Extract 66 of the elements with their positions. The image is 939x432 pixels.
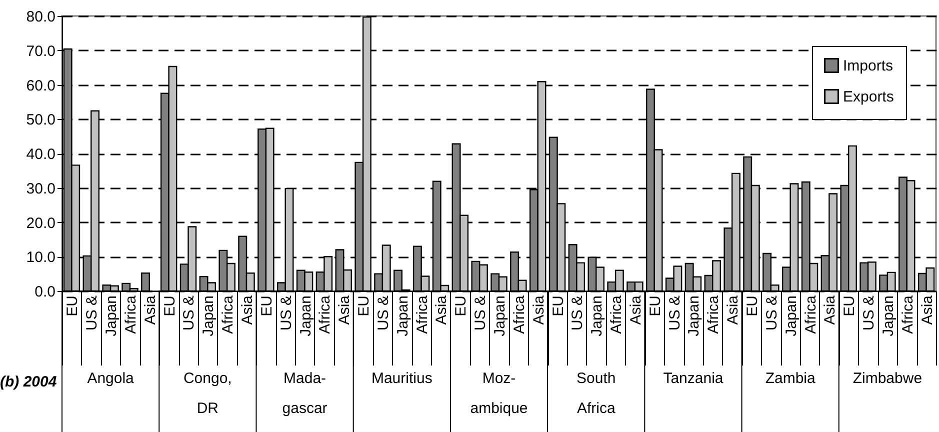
x-tick-label: Africa: [316, 294, 334, 334]
x-tick-label: EU: [841, 296, 858, 316]
x-tick-label: Africa: [122, 294, 140, 334]
x-tick-label: Asia: [530, 294, 548, 325]
x-tick-label: Japan: [103, 296, 120, 336]
x-tick-label: EU: [161, 296, 178, 316]
x-tick-label: US &: [763, 296, 780, 331]
x-tick-label: Asia: [433, 294, 450, 325]
x-tick-label: US &: [180, 296, 198, 331]
x-tick-label: US &: [472, 296, 490, 331]
text: South Africa: [576, 370, 616, 417]
x-tick-label: Africa: [899, 294, 916, 334]
y-tick-label: 50.0: [26, 112, 56, 129]
x-tick-label: US &: [860, 296, 878, 331]
x-tick-label: EU: [356, 296, 373, 316]
legend-label: Imports: [843, 58, 894, 74]
x-tick-label: Asia: [724, 294, 742, 325]
text: Moz- ambique: [470, 370, 528, 417]
text: Tanzania: [663, 370, 724, 387]
x-tick-label: Africa: [414, 294, 431, 334]
x-tick-label: Japan: [588, 296, 606, 336]
x-tick-label: US &: [278, 296, 295, 331]
x-tick-label: EU: [744, 296, 761, 316]
x-tick-label: Japan: [297, 296, 314, 336]
y-tick-label: 20.0: [26, 214, 56, 232]
x-tick-label: US &: [374, 296, 392, 331]
x-tick-label: Africa: [705, 294, 722, 334]
text: Mauritius: [371, 370, 432, 387]
text: Zambia: [765, 370, 816, 387]
x-tick-label: Japan: [492, 296, 508, 336]
x-tick-label: EU: [550, 296, 567, 316]
x-tick-label: Asia: [336, 294, 354, 325]
text: (b) 2004: [0, 374, 58, 390]
x-tick-label: Japan: [782, 296, 800, 336]
text: Angola: [87, 370, 135, 387]
y-tick-label: 10.0: [26, 249, 56, 266]
x-tick-label: Asia: [627, 294, 644, 325]
text: Mada- gascar: [282, 370, 328, 417]
x-tick-label: EU: [64, 296, 82, 316]
y-tick-label: 0.0: [34, 284, 56, 300]
x-tick-label: US &: [569, 296, 586, 331]
y-tick-label: 30.0: [26, 180, 56, 198]
y-tick-label: 70.0: [26, 42, 56, 60]
text: Zimbabwe: [852, 370, 922, 387]
x-tick-label: Japan: [200, 296, 218, 336]
x-tick-label: EU: [646, 296, 664, 316]
x-tick-label: Asia: [918, 294, 936, 325]
y-tick-label: 80.0: [26, 8, 56, 26]
x-tick-label: US &: [84, 296, 101, 331]
x-tick-label: Africa: [510, 294, 528, 334]
legend-label: Exports: [843, 88, 894, 106]
x-tick-label: Africa: [220, 294, 237, 334]
x-tick-label: Japan: [880, 296, 897, 336]
x-tick-label: Japan: [394, 296, 412, 336]
x-tick-label: Africa: [608, 294, 626, 334]
text: Congo, DR: [183, 370, 232, 417]
x-tick-label: US &: [666, 296, 684, 331]
y-tick-label: 40.0: [26, 146, 56, 163]
x-tick-label: EU: [452, 296, 470, 316]
x-tick-label: Africa: [802, 294, 820, 334]
x-tick-label: Asia: [822, 294, 839, 325]
x-tick-label: EU: [258, 296, 276, 316]
x-tick-label: Asia: [142, 294, 159, 325]
x-tick-label: Japan: [686, 296, 703, 336]
x-tick-label: Asia: [239, 294, 256, 325]
y-tick-label: 60.0: [26, 77, 56, 94]
